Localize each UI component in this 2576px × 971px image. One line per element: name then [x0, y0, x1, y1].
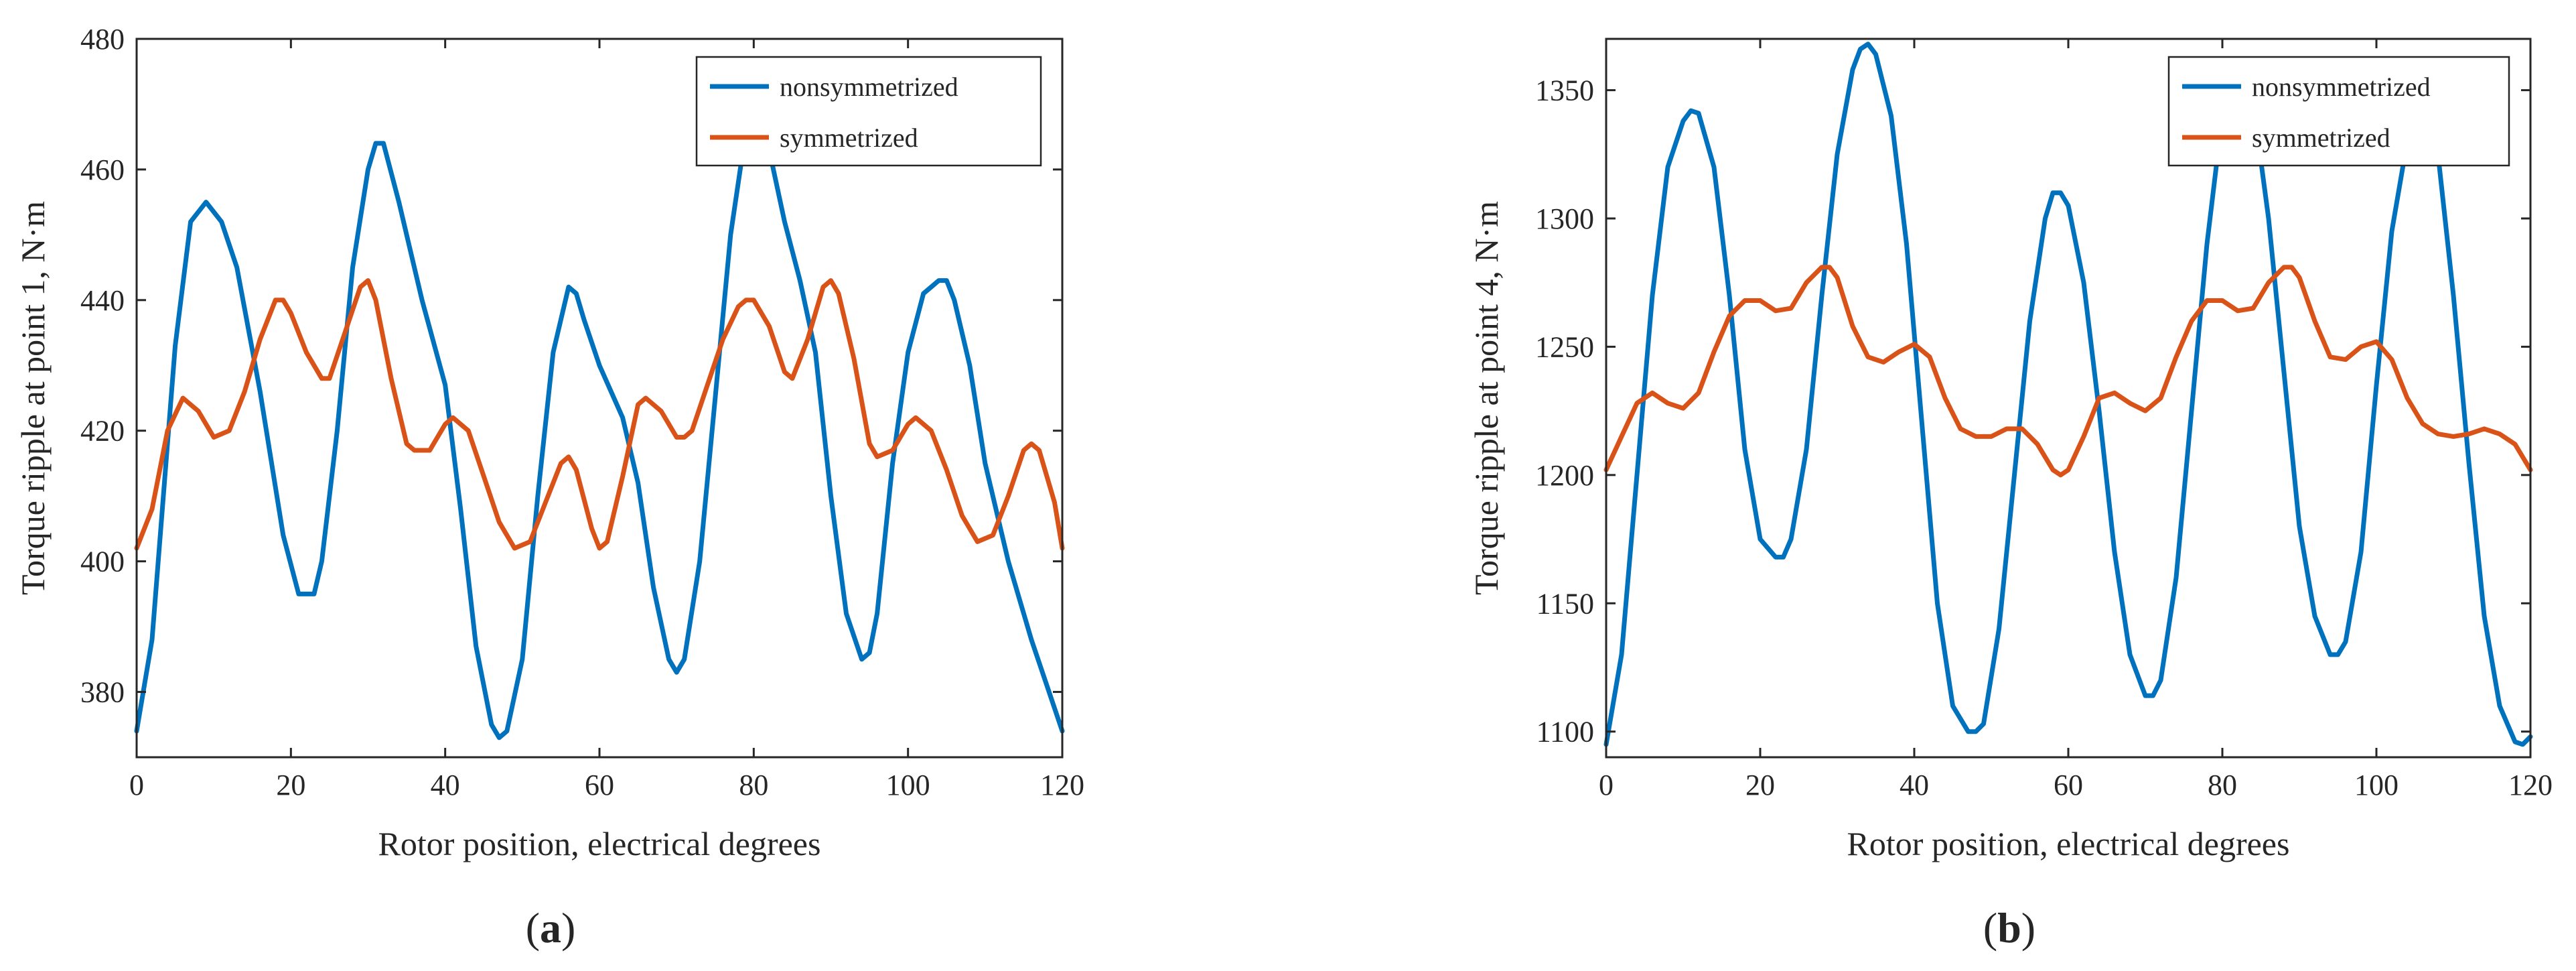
x-axis-label: Rotor position, electrical degrees [1847, 825, 2290, 862]
y-tick-label: 1100 [1536, 716, 1594, 749]
y-axis-label: Torque ripple at point 1, N·m [14, 201, 52, 595]
panel-label-close: ) [2021, 904, 2035, 952]
legend: nonsymmetrized symmetrized [2167, 56, 2510, 167]
x-tick-label: 40 [1900, 769, 1929, 801]
series-line-nonsymmetrized [134, 115, 1065, 740]
panel-label-open: ( [1983, 904, 1997, 952]
chart-panel-a: 0 20 40 60 80 100 120 380 400 420 440 460 480 nonsym… [14, 23, 1084, 952]
y-tick-label: 400 [80, 545, 125, 578]
y-tick-label: 1200 [1535, 459, 1594, 492]
legend-label: nonsymmetrized [2252, 72, 2431, 102]
y-tick-label: 1250 [1535, 330, 1594, 363]
panel-label-a: (a) [526, 904, 576, 952]
x-tick-label: 120 [1040, 769, 1084, 801]
legend-label: nonsymmetrized [780, 72, 958, 102]
legend-box [2167, 56, 2510, 167]
y-tick-label: 420 [80, 415, 125, 448]
legend-label: symmetrized [780, 123, 918, 153]
line-series-group [134, 115, 1065, 740]
x-tick-label: 100 [886, 769, 930, 801]
series-line-nonsymmetrized [1603, 42, 2533, 747]
line-series-group [1603, 42, 2533, 747]
x-tick-label: 20 [1745, 769, 1775, 801]
chart-panel-b: 0 20 40 60 80 100 120110011501200125013001350 … [1468, 38, 2553, 952]
x-tick-label: 0 [1599, 769, 1614, 801]
x-tick-label: 80 [2208, 769, 2237, 801]
x-tick-label: 100 [2354, 769, 2399, 801]
series-line-symmetrized [134, 278, 1065, 551]
panel-label-letter: b [1997, 904, 2021, 952]
tick-group: 0 20 40 60 80 100 120 380 400 420 440 460 480 [80, 23, 1084, 801]
y-tick-label: 480 [80, 23, 125, 56]
x-axis-label: Rotor position, electrical degrees [378, 825, 821, 862]
x-tick-label: 60 [2054, 769, 2083, 801]
panel-label-close: ) [561, 904, 575, 952]
series-line-symmetrized [1603, 265, 2533, 478]
panel-label-open: ( [526, 904, 540, 952]
legend: nonsymmetrized symmetrized [695, 56, 1042, 167]
y-tick-label: 1350 [1535, 74, 1594, 107]
panel-label-letter: a [540, 904, 561, 952]
x-tick-label: 120 [2508, 769, 2553, 801]
x-tick-label: 60 [585, 769, 614, 801]
panel-label-b: (b) [1983, 904, 2035, 952]
y-axis-label: Torque ripple at point 4, N·m [1468, 201, 1505, 595]
legend-label: symmetrized [2252, 123, 2390, 153]
x-tick-label: 40 [431, 769, 460, 801]
x-tick-label: 20 [276, 769, 305, 801]
y-tick-label: 460 [80, 153, 125, 186]
y-tick-label: 1300 [1535, 202, 1594, 235]
x-tick-label: 80 [739, 769, 768, 801]
y-tick-label: 440 [80, 284, 125, 317]
tick-group: 0 20 40 60 80 100 120 1100 1150 1200 1250 1300 1350 [1535, 39, 2553, 801]
legend-box [695, 56, 1042, 167]
y-tick-label: 1150 [1536, 587, 1594, 620]
x-tick-label: 0 [129, 769, 144, 801]
y-tick-label: 380 [80, 676, 125, 709]
